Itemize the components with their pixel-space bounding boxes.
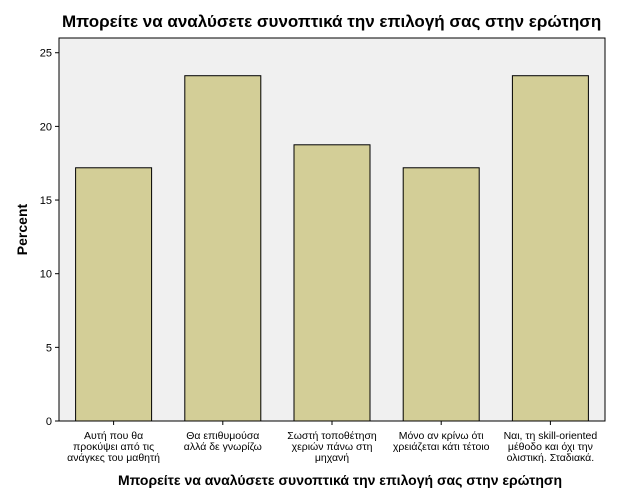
y-tick-label: 0 [46,416,52,428]
y-axis-label: Percent [14,203,30,255]
bars-group [75,75,589,422]
x-axis-label: Μπορείτε να αναλύσετε συνοπτικά την επιλ… [118,472,562,488]
bar-3 [293,144,371,422]
y-tick-label: 15 [40,195,52,207]
x-axis: Αυτή που θα προκύψει από τις ανάγκες του μ… [67,421,597,464]
y-tick-label: 20 [40,121,52,133]
y-tick-label: 5 [46,342,52,354]
chart-title: Μπορείτε να αναλύσετε συνοπτικά την επιλ… [62,12,602,31]
x-tick-label: Ναι, τη skill-oriented μέθοδο και όχι την… [504,430,598,464]
x-tick-label: Σωστή τοποθέτηση χεριών πάνω στη μηχανή [287,430,377,464]
x-tick-label: Αυτή που θα προκύψει από τις ανάγκες του μ… [67,430,160,464]
x-tick-label: Μόνο αν κρίνω ότι χρειάζεται κάτι τέτοιο [393,430,490,453]
x-tick-label: Θα επιθυμούσα αλλά δε γνωρίζω [184,430,262,453]
y-tick-label: 10 [40,269,52,281]
bar-2 [184,75,262,422]
bar-5 [511,75,589,422]
y-axis: 0 5 10 15 20 25 [40,48,59,428]
bar-4 [402,167,480,422]
bar-1 [75,167,153,422]
y-tick-label: 25 [40,48,52,60]
